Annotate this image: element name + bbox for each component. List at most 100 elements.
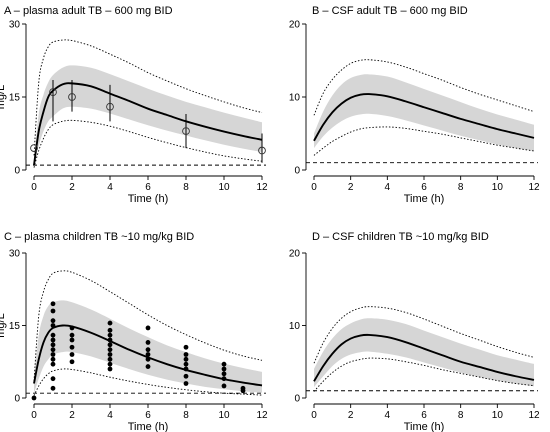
confidence-band <box>314 74 534 152</box>
median-line <box>313 93 535 142</box>
panel-title: B – CSF adult TB – 600 mg BID <box>312 5 468 17</box>
x-tick-label: 0 <box>31 410 37 421</box>
prediction-interval-lower-line <box>33 368 263 396</box>
x-tick-label: 10 <box>492 410 504 421</box>
panel-b-csf-adult: B – CSF adult TB – 600 mg BID 0 10 20 0 2 4 6 8 1… <box>289 5 540 205</box>
observed-point <box>221 383 227 389</box>
observed-point <box>107 352 113 357</box>
x-tick-label: 4 <box>385 410 391 421</box>
observed-point <box>145 352 151 357</box>
x-tick-label: 12 <box>528 410 540 421</box>
observed-point <box>31 395 37 401</box>
y-tick-label: 30 <box>9 20 21 31</box>
observed-point <box>183 373 189 379</box>
x-tick-label: 6 <box>421 182 427 193</box>
observed-mean-marker <box>49 88 57 96</box>
observed-point <box>145 364 151 369</box>
prediction-interval-upper-line <box>313 59 535 116</box>
prediction-interval-lower-line <box>313 126 535 156</box>
x-axis-label: Time (h) <box>128 193 169 205</box>
prediction-interval-lower-line <box>33 119 263 168</box>
x-tick-label: 8 <box>458 410 464 421</box>
y-tick-label: 0 <box>14 166 20 177</box>
y-tick-label: 20 <box>289 20 301 31</box>
y-tick-label: 30 <box>9 249 21 260</box>
observed-point <box>107 347 113 353</box>
y-tick-label: 10 <box>289 93 301 104</box>
x-tick-label: 12 <box>256 182 268 193</box>
observed-point <box>145 347 151 353</box>
observed-point <box>221 361 227 367</box>
x-tick-label: 8 <box>183 182 189 193</box>
x-tick-label: 8 <box>458 182 464 193</box>
observed-point <box>107 327 113 333</box>
observed-point <box>107 361 113 367</box>
panel-c-plasma-children: C – plasma children TB ~10 mg/kg BID 0 15 3… <box>0 231 268 432</box>
y-tick-label: 15 <box>9 321 21 332</box>
observed-mean-marker <box>68 93 76 101</box>
observed-point <box>240 385 246 391</box>
observed-point <box>50 308 56 314</box>
panel-title: D – CSF children TB ~10 mg/kg BID <box>312 231 489 243</box>
x-axis-label: Time (h) <box>404 421 445 432</box>
y-tick-label: 10 <box>289 321 301 332</box>
observed-point <box>69 332 75 338</box>
x-tick-label: 4 <box>107 410 113 421</box>
x-tick-label: 2 <box>69 410 75 421</box>
observed-point <box>183 381 189 386</box>
observed-point <box>183 344 189 350</box>
observed-point <box>50 318 56 324</box>
y-axis-label: mg/L <box>0 85 7 109</box>
y-axis-label: mg/L <box>0 313 7 337</box>
x-tick-label: 0 <box>311 182 317 193</box>
x-tick-label: 8 <box>183 410 189 421</box>
x-tick-label: 4 <box>107 182 113 193</box>
x-tick-label: 2 <box>348 410 354 421</box>
observed-point <box>50 347 56 353</box>
confidence-band <box>314 318 534 388</box>
observed-point <box>50 356 56 362</box>
observed-point <box>69 359 75 365</box>
observed-point <box>183 352 189 357</box>
y-tick-label: 0 <box>14 394 20 405</box>
observed-point <box>50 385 56 391</box>
x-tick-label: 10 <box>218 182 230 193</box>
observed-point <box>69 337 75 343</box>
panel-title: C – plasma children TB ~10 mg/kg BID <box>4 231 194 243</box>
observed-mean-marker <box>182 127 190 135</box>
observed-point <box>107 342 113 348</box>
observed-point <box>50 352 56 357</box>
x-tick-label: 10 <box>492 182 504 193</box>
observed-point <box>107 332 113 338</box>
observed-point <box>50 332 56 338</box>
y-tick-label: 0 <box>294 394 300 405</box>
x-tick-label: 0 <box>31 182 37 193</box>
observed-mean-marker <box>30 144 38 152</box>
observed-point <box>50 342 56 348</box>
x-axis-label: Time (h) <box>404 193 445 205</box>
observed-point <box>50 301 56 307</box>
observed-point <box>50 361 56 367</box>
panel-d-csf-children: D – CSF children TB ~10 mg/kg BID 0 10 20 0 2… <box>289 231 540 432</box>
x-tick-label: 0 <box>311 410 317 421</box>
observed-mean-marker <box>106 102 114 111</box>
x-tick-label: 12 <box>256 410 268 421</box>
observed-point <box>69 352 75 357</box>
observed-point <box>107 337 113 343</box>
observed-point <box>221 366 227 372</box>
x-tick-label: 10 <box>218 410 230 421</box>
observed-point <box>145 325 151 331</box>
observed-point <box>221 371 227 377</box>
observed-point <box>183 356 189 362</box>
observed-point <box>221 376 227 382</box>
x-tick-label: 6 <box>421 410 427 421</box>
x-tick-label: 2 <box>69 182 75 193</box>
observed-point <box>69 325 75 331</box>
observed-mean-marker <box>258 146 266 155</box>
x-axis-label: Time (h) <box>128 421 169 432</box>
confidence-band <box>34 300 262 394</box>
observed-point <box>69 344 75 350</box>
observed-point <box>107 366 113 372</box>
observed-point <box>183 366 189 372</box>
